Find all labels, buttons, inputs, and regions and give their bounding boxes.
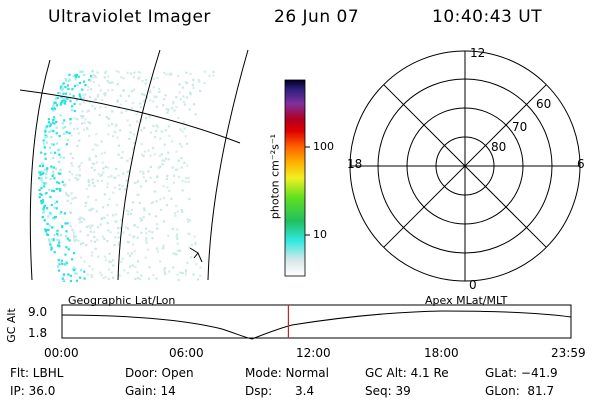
- observation-date: 26 Jun 07: [274, 7, 360, 27]
- lat-label-60: 60: [536, 97, 552, 111]
- time-tick-0000: 00:00: [44, 346, 79, 360]
- info-filter: Flt: LBHL: [10, 366, 64, 380]
- info-gain: Gain: 14: [125, 384, 176, 398]
- orbit-altitude-plot: [61, 304, 572, 340]
- mlt-label-6: 6: [577, 157, 585, 171]
- left-caption: Geographic Lat/Lon: [68, 294, 176, 307]
- info-seq: Seq: 39: [365, 384, 411, 398]
- longitude-line-2: [117, 49, 161, 281]
- longitude-line-1: [29, 59, 51, 281]
- geographic-image-panel: [19, 49, 249, 283]
- polar-diagonal-2: [383, 84, 547, 248]
- altitude-axis-label: GC Alt: [4, 308, 18, 343]
- instrument-title: Ultraviolet Imager: [48, 7, 211, 27]
- polar-mlt-plot: [349, 50, 581, 282]
- info-dsp: Dsp: 3.4: [245, 384, 315, 398]
- time-tick-0600: 06:00: [169, 346, 204, 360]
- mlt-label-12: 12: [470, 46, 486, 60]
- colorbar-tick-100: 100: [313, 140, 334, 153]
- time-tick-2359: 23:59: [551, 346, 586, 360]
- mlt-label-0: 0: [469, 278, 477, 292]
- info-glon: GLon: 81.7: [485, 384, 555, 398]
- info-glat: GLat: −41.9: [485, 366, 558, 380]
- observation-time: 10:40:43 UT: [432, 7, 543, 27]
- colorbar-unit-label: photon cm⁻²s⁻¹: [268, 133, 282, 220]
- time-tick-1800: 18:00: [424, 346, 459, 360]
- altitude-tick-high: 9.0: [28, 305, 48, 319]
- lat-label-80: 80: [491, 140, 507, 154]
- info-mode: Mode: Normal: [245, 366, 329, 380]
- time-tick-1200: 12:00: [296, 346, 331, 360]
- right-caption: Apex MLat/MLT: [425, 294, 508, 307]
- info-door: Door: Open: [125, 366, 194, 380]
- lat-label-70: 70: [512, 120, 528, 134]
- info-gc-alt: GC Alt: 4.1 Re: [365, 366, 449, 380]
- altitude-curve: [61, 310, 572, 340]
- intensity-colorbar: [284, 79, 310, 277]
- longitude-line-3: [207, 49, 249, 281]
- latitude-line: [19, 89, 241, 144]
- colorbar-tick-10: 10: [313, 228, 327, 241]
- altitude-tick-low: 1.8: [28, 326, 48, 340]
- sun-marker-icon: [189, 247, 203, 263]
- orbit-plot-frame: [61, 304, 572, 339]
- info-ip: IP: 36.0: [10, 384, 56, 398]
- emission-scatter: [38, 70, 215, 283]
- mlt-label-18: 18: [347, 157, 363, 171]
